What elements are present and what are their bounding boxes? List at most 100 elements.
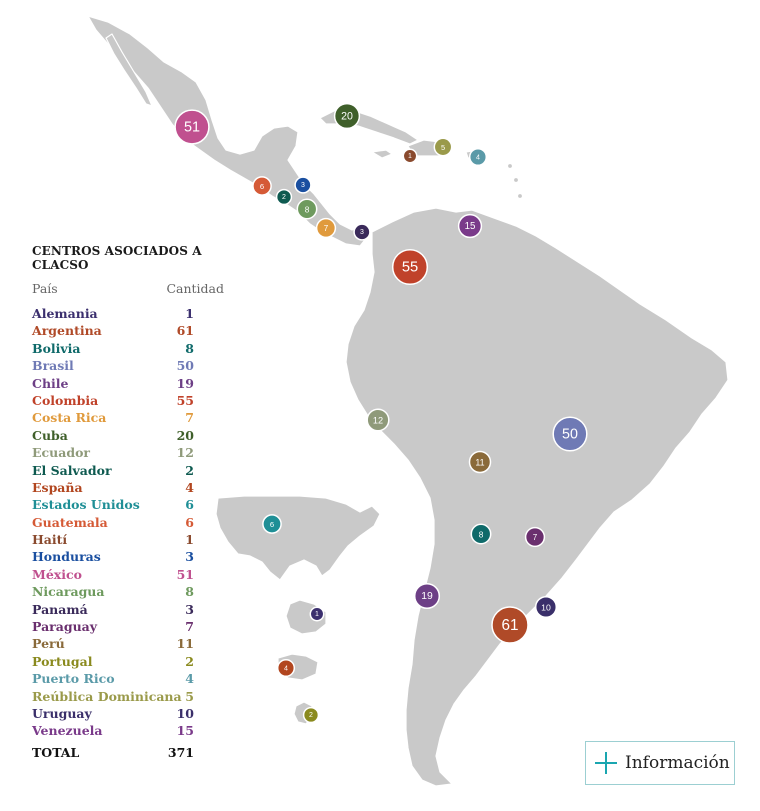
marker-republica-dominicana[interactable]: 5 xyxy=(433,137,453,157)
legend-country: Cuba xyxy=(32,427,68,443)
legend-count: 7 xyxy=(185,619,194,635)
marker-label: 2 xyxy=(309,712,313,719)
legend-count: 61 xyxy=(176,323,194,339)
legend-country: Perú xyxy=(32,636,65,652)
marker-brasil[interactable]: 50 xyxy=(552,416,588,452)
info-button-label: Información xyxy=(625,753,730,773)
info-button[interactable]: Información xyxy=(585,741,735,785)
legend-country: Venezuela xyxy=(32,723,103,739)
legend-row: Chile 19 xyxy=(32,375,194,392)
legend-country: Bolivia xyxy=(32,340,81,356)
marker-guatemala[interactable]: 6 xyxy=(252,176,272,196)
land-south-america xyxy=(345,207,729,787)
legend-count: 8 xyxy=(185,340,194,356)
marker-label: 4 xyxy=(284,665,288,673)
legend-count: 15 xyxy=(176,723,194,739)
marker-cuba[interactable]: 20 xyxy=(333,102,361,130)
legend-country: Argentina xyxy=(32,323,102,339)
marker-circle xyxy=(302,706,320,724)
marker-venezuela[interactable]: 15 xyxy=(457,213,483,239)
marker-label: 3 xyxy=(360,229,364,236)
marker-panama[interactable]: 3 xyxy=(353,223,371,241)
legend-country: España xyxy=(32,479,83,495)
marker-bolivia[interactable]: 8 xyxy=(470,523,492,545)
marker-paraguay[interactable]: 7 xyxy=(524,526,546,548)
marker-mexico[interactable]: 51 xyxy=(174,109,210,145)
legend-row: Alemania 1 xyxy=(32,305,194,322)
marker-alemania[interactable]: 1 xyxy=(309,606,325,622)
land-jamaica xyxy=(371,149,393,159)
legend-row: Portugal 2 xyxy=(32,653,194,670)
marker-haiti[interactable]: 1 xyxy=(402,148,418,164)
legend-country: El Salvador xyxy=(32,462,112,478)
legend-country: Nicaragua xyxy=(32,584,105,600)
marker-label: 2 xyxy=(282,194,286,201)
marker-ecuador[interactable]: 12 xyxy=(366,408,390,432)
legend-rows: Alemania 1 Argentina 61 Bolivia 8 Brasil 50 Chil… xyxy=(32,305,232,740)
marker-label: 15 xyxy=(465,221,476,232)
marker-argentina[interactable]: 61 xyxy=(491,606,529,644)
marker-label: 1 xyxy=(315,611,319,618)
legend-row: El Salvador 2 xyxy=(32,462,194,479)
marker-portugal[interactable]: 2 xyxy=(302,706,320,724)
legend-count: 10 xyxy=(176,705,194,721)
legend-country: Guatemala xyxy=(32,514,108,530)
land-antilles-2 xyxy=(512,176,520,184)
marker-colombia[interactable]: 55 xyxy=(391,248,429,286)
land-mexico-central-america xyxy=(87,15,369,247)
marker-label: 6 xyxy=(270,520,274,529)
marker-label: 8 xyxy=(305,205,310,215)
marker-circle xyxy=(315,217,337,239)
legend-country: Costa Rica xyxy=(32,410,107,426)
legend-count: 2 xyxy=(185,653,194,669)
marker-costa-rica[interactable]: 7 xyxy=(315,217,337,239)
marker-estados-unidos[interactable]: 6 xyxy=(262,514,282,534)
legend-country: Colombia xyxy=(32,392,99,408)
land-antilles-1 xyxy=(506,162,514,170)
legend-count: 4 xyxy=(185,479,194,495)
legend-country: México xyxy=(32,566,82,582)
marker-espana[interactable]: 4 xyxy=(276,658,296,678)
legend-count: 6 xyxy=(185,514,194,530)
marker-label: 4 xyxy=(476,154,480,162)
legend-country: Honduras xyxy=(32,549,101,565)
marker-label: 10 xyxy=(541,603,551,613)
marker-circle xyxy=(457,213,483,239)
legend-count: 19 xyxy=(176,375,194,391)
marker-chile[interactable]: 19 xyxy=(413,582,441,610)
marker-honduras[interactable]: 3 xyxy=(294,176,312,194)
legend-row: Ecuador 12 xyxy=(32,444,194,461)
legend-count: 6 xyxy=(185,497,194,513)
legend-row: Bolivia 8 xyxy=(32,340,194,357)
legend: CENTROS ASOCIADOS A CLACSO País Cantidad… xyxy=(32,244,232,760)
marker-puerto-rico[interactable]: 4 xyxy=(468,147,488,167)
marker-circle xyxy=(534,595,558,619)
legend-count: 50 xyxy=(176,358,194,374)
legend-row: Colombia 55 xyxy=(32,392,194,409)
legend-total-label: TOTAL xyxy=(32,744,80,760)
marker-label: 55 xyxy=(402,260,418,276)
marker-label: 20 xyxy=(341,111,353,123)
legend-row: Venezuela 15 xyxy=(32,722,194,739)
legend-country: Haití xyxy=(32,532,68,548)
marker-uruguay[interactable]: 10 xyxy=(534,595,558,619)
marker-label: 51 xyxy=(184,120,200,136)
marker-circle xyxy=(294,176,312,194)
marker-label: 61 xyxy=(501,617,518,634)
legend-country: Chile xyxy=(32,375,69,391)
marker-el-salvador[interactable]: 2 xyxy=(275,188,293,206)
legend-country: Reública Dominicana xyxy=(32,688,182,704)
legend-total-value: 371 xyxy=(167,744,194,760)
marker-label: 1 xyxy=(408,153,412,160)
marker-circle xyxy=(333,102,361,130)
legend-count: 3 xyxy=(185,601,194,617)
legend-count: 55 xyxy=(176,392,194,408)
legend-country: Puerto Rico xyxy=(32,671,115,687)
legend-country: Panamá xyxy=(32,601,88,617)
marker-label: 5 xyxy=(441,143,445,152)
legend-count: 20 xyxy=(176,427,194,443)
legend-row: Reública Dominicana 5 xyxy=(32,688,194,705)
marker-peru[interactable]: 11 xyxy=(468,450,492,474)
marker-nicaragua[interactable]: 8 xyxy=(296,198,318,220)
